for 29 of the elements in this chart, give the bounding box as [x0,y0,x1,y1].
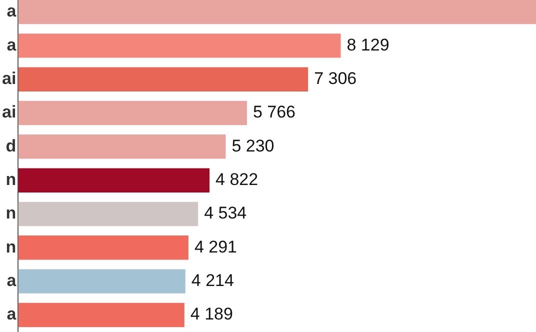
data-label: 7 306 [314,69,357,88]
y-tick-label: a [6,35,17,54]
y-tick-label: a [6,270,17,290]
y-tick-label: ai [2,69,16,88]
data-label: 4 534 [204,204,247,223]
bar [18,0,536,24]
y-tick-label: a [6,304,17,324]
y-tick-label: n [6,170,16,190]
y-tick-label: n [6,237,16,256]
data-label: 4 291 [194,237,237,256]
bar [18,269,186,294]
bar [18,302,184,328]
y-tick-label: a [6,2,17,21]
data-label: 5 230 [232,136,274,156]
data-label: 4 189 [190,304,233,324]
bar [18,202,198,226]
bar [18,168,210,192]
bar [18,34,341,58]
data-label: 8 129 [346,35,390,54]
data-label: 4 214 [191,270,234,290]
bar [18,236,188,260]
bar [18,134,226,159]
y-tick-label: ai [2,102,16,122]
bar [18,100,247,126]
y-tick-label: d [6,136,16,156]
data-label: 5 766 [252,102,296,122]
bar [18,67,308,92]
data-label: 4 822 [216,170,258,190]
y-tick-label: n [6,204,16,223]
